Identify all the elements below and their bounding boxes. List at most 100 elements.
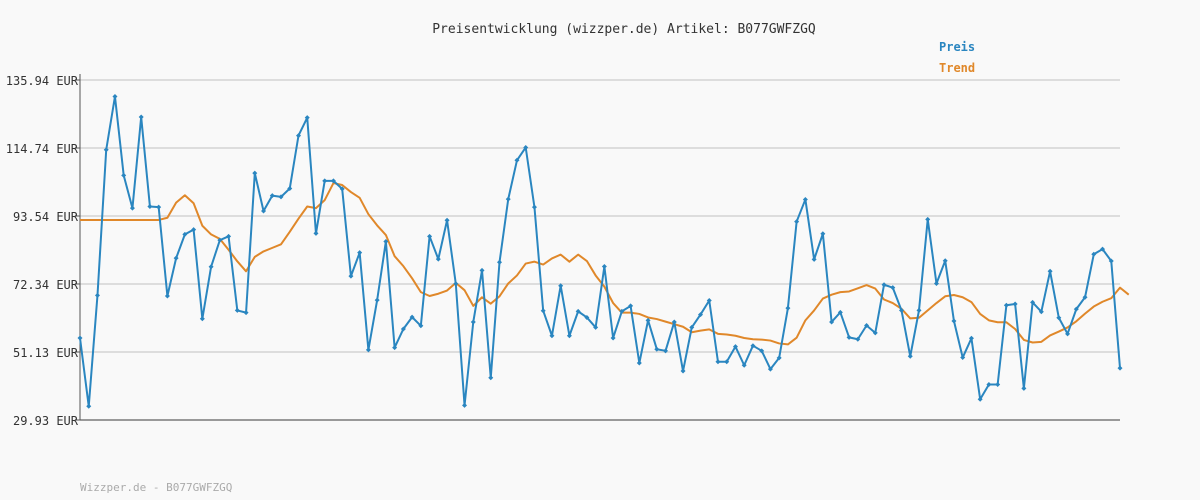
data-point <box>759 348 765 354</box>
chart-title: Preisentwicklung (wizzper.de) Artikel: B… <box>432 22 816 37</box>
data-point <box>304 115 310 121</box>
data-point <box>802 196 808 202</box>
data-point <box>357 250 363 256</box>
data-point <box>540 308 546 314</box>
data-point <box>855 336 861 342</box>
data-point <box>217 237 223 243</box>
data-point <box>252 170 258 176</box>
data-point <box>121 172 127 178</box>
y-tick-label: 72.34 EUR <box>13 278 79 292</box>
data-point <box>479 267 485 273</box>
data-point <box>1065 331 1071 337</box>
data-point <box>103 147 109 153</box>
data-point <box>462 402 468 408</box>
data-point <box>531 204 537 210</box>
series-line-preis <box>79 95 1121 408</box>
data-point <box>942 258 948 264</box>
data-point <box>619 308 625 314</box>
y-tick-label: 29.93 EUR <box>13 414 79 428</box>
data-point <box>558 283 564 289</box>
data-point <box>383 238 389 244</box>
data-point <box>820 231 826 237</box>
data-point <box>269 193 275 199</box>
data-point <box>689 324 695 330</box>
data-point <box>147 203 153 209</box>
data-point <box>278 194 284 200</box>
data-point <box>724 359 730 365</box>
data-point <box>339 186 345 192</box>
data-point <box>566 333 572 339</box>
data-point <box>575 308 581 314</box>
data-point <box>1003 302 1009 308</box>
data-point <box>374 297 380 303</box>
data-point <box>663 348 669 354</box>
data-point <box>1056 315 1062 321</box>
data-point <box>505 196 511 202</box>
y-tick-label: 114.74 EUR <box>6 142 79 156</box>
data-point <box>925 216 931 222</box>
legend-entry-trend: Trend <box>939 61 975 75</box>
data-point <box>208 264 214 270</box>
data-point <box>243 310 249 316</box>
data-point <box>881 282 887 288</box>
data-point <box>295 133 301 139</box>
legend: Preis Trend <box>939 40 975 75</box>
data-point <box>1082 294 1088 300</box>
data-point <box>706 297 712 303</box>
data-point <box>435 256 441 262</box>
data-point <box>261 208 267 214</box>
data-point <box>864 322 870 328</box>
series-line-trend <box>80 182 1130 346</box>
data-point <box>287 186 293 192</box>
data-point <box>94 292 100 298</box>
y-tick-label: 135.94 EUR <box>6 74 79 88</box>
data-point <box>488 375 494 381</box>
data-point <box>234 307 240 313</box>
data-point <box>872 330 878 336</box>
data-point <box>951 318 957 324</box>
data-point <box>392 345 398 351</box>
data-point <box>496 259 502 265</box>
data-point <box>86 403 92 409</box>
data-point <box>680 368 686 374</box>
data-point <box>741 362 747 368</box>
data-point <box>427 233 433 239</box>
data-point <box>933 280 939 286</box>
data-point <box>1100 246 1106 252</box>
data-point <box>418 323 424 329</box>
data-point <box>837 309 843 315</box>
data-point <box>199 316 205 322</box>
data-point <box>1073 306 1079 312</box>
y-tick-label: 93.54 EUR <box>13 210 79 224</box>
data-point <box>636 360 642 366</box>
data-point <box>549 333 555 339</box>
data-point <box>593 324 599 330</box>
data-point <box>986 381 992 387</box>
data-point <box>523 144 529 150</box>
data-point <box>846 334 852 340</box>
data-point <box>1108 258 1114 264</box>
data-point <box>767 366 773 372</box>
data-point <box>1012 301 1018 307</box>
data-point <box>890 285 896 291</box>
data-point <box>322 178 328 184</box>
data-point <box>645 317 651 323</box>
data-point <box>811 256 817 262</box>
grid-lines <box>80 79 1120 421</box>
data-point <box>960 355 966 361</box>
data-point <box>628 303 634 309</box>
data-point <box>77 335 83 341</box>
data-point <box>365 347 371 353</box>
data-point <box>907 353 913 359</box>
data-point <box>330 178 336 184</box>
y-tick-label: 51.13 EUR <box>13 346 79 360</box>
data-point <box>1030 299 1036 305</box>
data-point <box>313 230 319 236</box>
data-point <box>453 281 459 287</box>
data-point <box>584 314 590 320</box>
data-point <box>182 231 188 237</box>
data-point <box>470 319 476 325</box>
data-point <box>977 396 983 402</box>
data-point <box>671 319 677 325</box>
